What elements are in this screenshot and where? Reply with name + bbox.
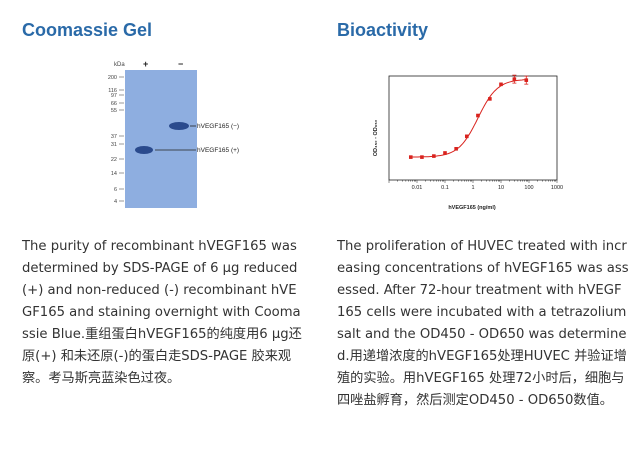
data-point <box>464 134 469 139</box>
band-nonreduced <box>169 122 189 130</box>
marker-label: 6 <box>114 187 117 193</box>
data-point <box>420 155 424 159</box>
bioactivity-heading: Bioactivity <box>337 20 429 40</box>
data-point <box>408 155 413 159</box>
data-point <box>443 151 447 155</box>
marker-label: 97 <box>111 93 117 99</box>
kda-label: kDa <box>114 62 125 68</box>
sigmoid-fit-line <box>410 79 527 158</box>
band-nonreduced-label: hVEGF165 (−) <box>197 123 239 130</box>
band-reduced <box>135 146 153 154</box>
bioactivity-chart: 0.01 0.1 1 10 100 1000 OD₄₅₀ - OD₆₅₀ hVEGF165… <box>373 74 563 211</box>
marker-label: 116 <box>108 88 117 94</box>
lane-plus-label: + <box>143 59 148 69</box>
data-point <box>454 147 458 151</box>
data-point <box>476 113 480 118</box>
x-axis-label: hVEGF165 (ng/ml) <box>448 205 496 211</box>
marker-label: 31 <box>111 142 117 148</box>
x-tick-label: 1000 <box>551 185 563 191</box>
x-tick-label: 100 <box>524 185 533 191</box>
data-point <box>432 154 436 158</box>
coomassie-gel-heading: Coomassie Gel <box>22 20 153 40</box>
fitted-curve <box>410 79 527 158</box>
marker-label: 4 <box>114 199 117 205</box>
marker-label: 22 <box>111 157 117 163</box>
marker-label: 55 <box>111 108 117 114</box>
marker-label: 14 <box>111 171 117 177</box>
y-axis-label: OD₄₅₀ - OD₆₅₀ <box>373 119 379 156</box>
gel-background <box>125 70 197 208</box>
data-point <box>512 77 517 81</box>
lane-minus-label: − <box>178 59 183 69</box>
x-tick-label: 10 <box>498 185 504 191</box>
data-point <box>499 82 503 87</box>
x-tick-label: 1 <box>471 185 474 191</box>
marker-label: 66 <box>111 101 117 107</box>
x-tick-label: 0.1 <box>441 185 449 191</box>
chart-axes: 0.01 0.1 1 10 100 1000 <box>388 75 563 191</box>
data-point <box>524 78 529 82</box>
coomassie-gel-description: The purity of recombinant hVEGF165 was d… <box>22 239 302 386</box>
data-point <box>488 97 492 101</box>
marker-label: 37 <box>111 134 117 140</box>
marker-label: 200 <box>108 75 117 81</box>
x-tick-label: 0.01 <box>412 185 423 191</box>
data-points <box>408 74 529 159</box>
bioactivity-description: The proliferation of HUVEC treated with … <box>337 239 629 408</box>
band-reduced-label: hVEGF165 (+) <box>197 147 239 154</box>
